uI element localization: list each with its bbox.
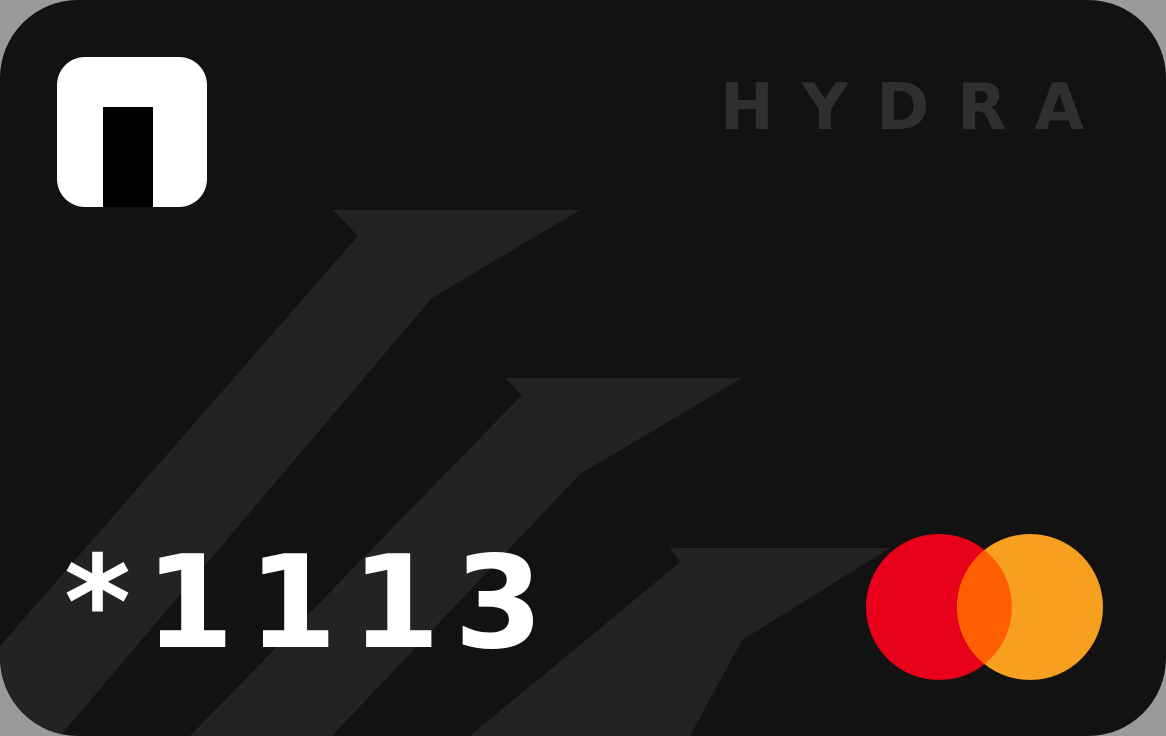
stripe-3 bbox=[470, 548, 890, 736]
brand-name: HYDRA bbox=[720, 71, 1112, 145]
stripe-1 bbox=[0, 210, 580, 736]
card-number: *1113 bbox=[64, 529, 558, 678]
mastercard-logo-icon bbox=[866, 534, 1103, 680]
brand-n-logo-icon bbox=[57, 57, 207, 207]
stripe-2 bbox=[190, 378, 742, 736]
